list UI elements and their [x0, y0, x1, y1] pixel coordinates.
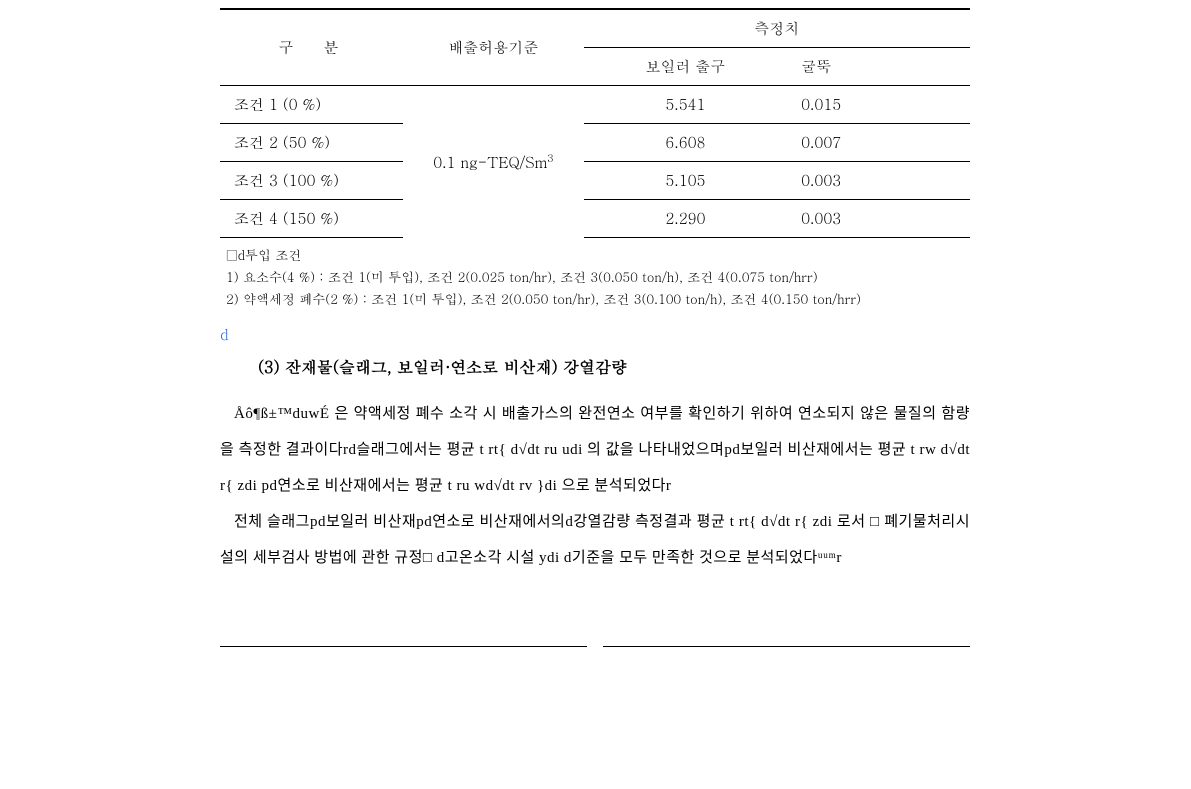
standard-cell: 0.1 ng-TEQ/Sm3 — [403, 86, 584, 238]
row-label: 조건 2 (50 %) — [220, 124, 403, 162]
body-paragraph: Åô¶ß±™duwÉ 은 약액세정 폐수 소각 시 배출가스의 완전연소 여부를… — [220, 396, 970, 504]
section-title: (3) 잔재물(슬래그, 보일러·연소로 비산재) 강열감량 — [258, 355, 970, 378]
footnote-line: 2) 약액세정 폐수(2 %) : 조건 1(미 투입), 조건 2(0.050… — [226, 288, 970, 310]
col-subheader-stack: 굴뚝 — [787, 48, 970, 86]
outlet-value: 5.541 — [584, 86, 787, 124]
colored-marker: d — [220, 324, 970, 345]
footnote-line: 1) 요소수(4 %) : 조건 1(미 투입), 조건 2(0.025 ton… — [226, 266, 970, 288]
rule-segment — [220, 646, 587, 647]
row-label: 조건 1 (0 %) — [220, 86, 403, 124]
row-label: 조건 3 (100 %) — [220, 162, 403, 200]
outlet-value: 5.105 — [584, 162, 787, 200]
stack-value: 0.003 — [787, 200, 970, 238]
footer-rule — [220, 646, 970, 647]
col-header-division: 구 분 — [220, 9, 403, 86]
stack-value: 0.015 — [787, 86, 970, 124]
rule-segment — [603, 646, 970, 647]
body-paragraph: 전체 슬래그pd보일러 비산재pd연소로 비산재에서의d강열감량 측정결과 평균… — [220, 504, 970, 576]
footnote-line: □d투입 조건 — [226, 244, 970, 266]
section-text: 잔재물(슬래그, 보일러·연소로 비산재) 강열감량 — [280, 355, 627, 378]
section-number: (3) — [258, 355, 280, 378]
standard-sup: 3 — [547, 150, 553, 165]
outlet-value: 6.608 — [584, 124, 787, 162]
outlet-value: 2.290 — [584, 200, 787, 238]
stack-value: 0.003 — [787, 162, 970, 200]
col-header-measured: 측정치 — [584, 9, 970, 48]
table-footnotes: □d투입 조건 1) 요소수(4 %) : 조건 1(미 투입), 조건 2(0… — [220, 244, 970, 310]
row-label: 조건 4 (150 %) — [220, 200, 403, 238]
col-subheader-outlet: 보일러 출구 — [584, 48, 787, 86]
standard-value: 0.1 ng-TEQ/Sm — [433, 152, 547, 173]
stack-value: 0.007 — [787, 124, 970, 162]
col-header-standard: 배출허용기준 — [403, 9, 584, 86]
